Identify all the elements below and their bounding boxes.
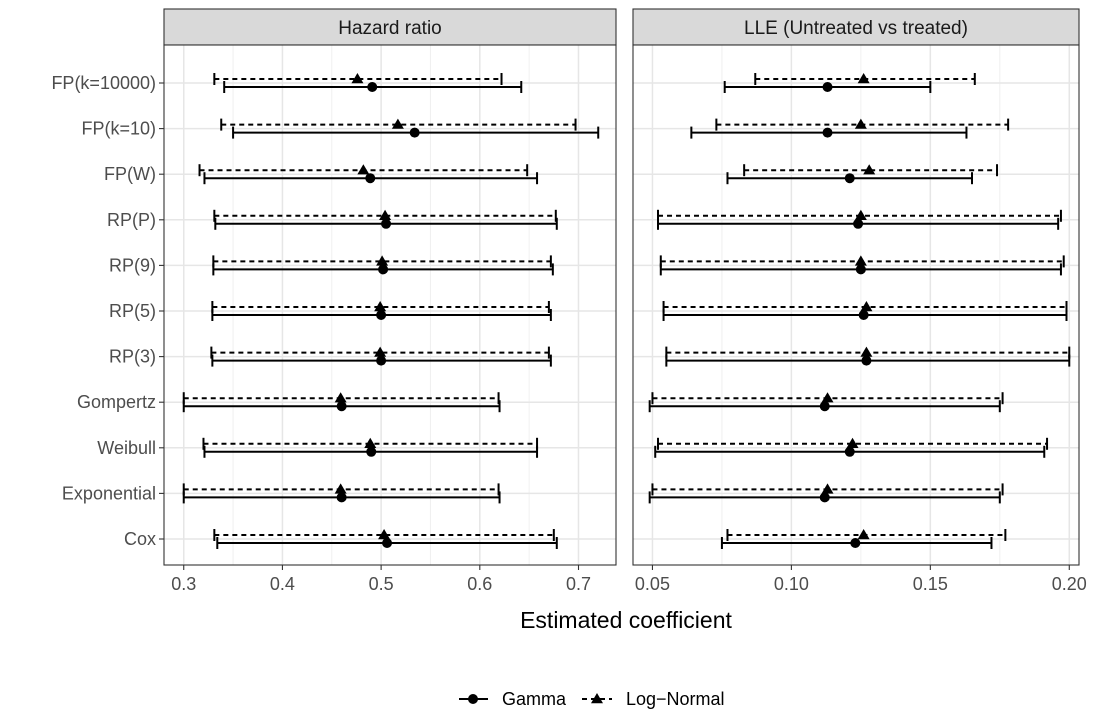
estimate-point	[860, 346, 873, 357]
strip-header	[163, 8, 617, 46]
panel-border	[163, 44, 617, 566]
estimate-point	[378, 264, 389, 275]
legend-key-triangle	[591, 693, 603, 704]
estimate-point	[861, 355, 872, 366]
y-tick-label: FP(W)	[104, 164, 156, 184]
estimate-point	[846, 437, 859, 448]
estimate-point	[334, 483, 347, 494]
legend-item-gamma: Gamma	[459, 689, 567, 709]
estimate-point	[844, 173, 855, 184]
estimate-point	[860, 301, 873, 312]
estimate-point	[364, 437, 377, 448]
estimate-point	[382, 538, 393, 548]
panel-background	[633, 45, 1079, 565]
legend-item-log-normal: Log−Normal	[582, 689, 725, 709]
estimate-point	[374, 301, 387, 312]
x-tick-label: 0.5	[369, 574, 394, 594]
legend-key-circle	[468, 694, 478, 704]
y-tick-label: Weibull	[97, 438, 156, 458]
y-tick-label: RP(3)	[109, 347, 156, 367]
estimate-point	[366, 446, 377, 457]
x-tick-label: 0.6	[467, 574, 492, 594]
x-tick-label: 0.4	[270, 574, 295, 594]
panel-border	[632, 44, 1080, 566]
estimate-point	[819, 492, 830, 503]
estimate-point	[858, 310, 869, 320]
estimate-point	[365, 173, 376, 184]
y-tick-label: RP(P)	[107, 210, 156, 230]
x-tick-label: 0.10	[774, 574, 809, 594]
y-tick-label: Cox	[124, 529, 156, 549]
estimate-point	[854, 118, 867, 129]
estimate-point	[821, 483, 834, 494]
estimate-point	[863, 164, 876, 175]
estimate-point	[379, 209, 392, 220]
estimate-point	[376, 255, 389, 266]
strip-header	[632, 8, 1080, 46]
estimate-point	[855, 264, 866, 275]
estimate-point	[854, 255, 867, 266]
estimate-point	[850, 538, 861, 548]
x-tick-label: 0.20	[1052, 574, 1087, 594]
series-gamma	[182, 81, 600, 549]
estimate-point	[334, 392, 347, 403]
panel-title: LLE (Untreated vs treated)	[744, 18, 968, 39]
series-log-normal	[182, 73, 577, 541]
panel-2: LLE (Untreated vs treated)0.05 0.10 0.15 0.…	[632, 8, 1087, 594]
y-tick-label: Gompertz	[77, 392, 156, 412]
x-axis: 0.05 0.10 0.15 0.20	[635, 565, 1087, 594]
estimate-point	[336, 492, 347, 503]
estimate-point	[351, 73, 364, 84]
estimate-point	[822, 82, 833, 92]
estimate-point	[844, 446, 855, 457]
y-tick-label: FP(k=10)	[81, 119, 156, 139]
panels-layer: Hazard ratio 0.3 0.4 0.5 0.6 0.7 LLE (Untreate…	[163, 8, 1087, 594]
estimate-point	[409, 127, 420, 138]
y-tick-label: FP(k=10000)	[51, 73, 156, 93]
estimate-point	[391, 118, 404, 129]
y-axis: FP(k=10000) FP(k=10) FP(W) RP(P) RP(9) RP(5) R…	[51, 73, 164, 549]
estimate-point	[336, 401, 347, 412]
estimate-point	[822, 127, 833, 138]
estimate-point	[376, 310, 387, 320]
estimate-point	[857, 529, 870, 540]
estimate-point	[819, 401, 830, 412]
estimate-point	[378, 529, 391, 540]
estimate-point	[376, 355, 387, 366]
x-tick-label: 0.15	[913, 574, 948, 594]
x-tick-label: 0.7	[566, 574, 591, 594]
y-tick-label: RP(9)	[109, 255, 156, 275]
x-tick-label: 0.05	[635, 574, 670, 594]
x-tick-label: 0.3	[171, 574, 196, 594]
estimate-point	[821, 392, 834, 403]
estimate-point	[854, 209, 867, 220]
y-tick-label: Exponential	[62, 483, 156, 503]
series-log-normal	[651, 73, 1071, 541]
estimate-point	[357, 164, 370, 175]
estimate-point	[381, 218, 392, 229]
x-axis: 0.3 0.4 0.5 0.6 0.7	[171, 565, 591, 594]
legend: Gamma Log−Normal	[459, 689, 725, 709]
series-gamma	[648, 81, 1071, 549]
estimate-point	[367, 82, 378, 92]
panel-title: Hazard ratio	[338, 18, 442, 39]
x-axis-title: Estimated coefficient	[520, 607, 732, 633]
panel-1: Hazard ratio 0.3 0.4 0.5 0.6 0.7	[163, 8, 617, 594]
legend-label: Gamma	[502, 689, 567, 709]
y-tick-label: RP(5)	[109, 301, 156, 321]
estimate-point	[374, 346, 387, 357]
estimate-point	[857, 73, 870, 84]
legend-label: Log−Normal	[626, 689, 725, 709]
estimate-point	[853, 218, 864, 229]
